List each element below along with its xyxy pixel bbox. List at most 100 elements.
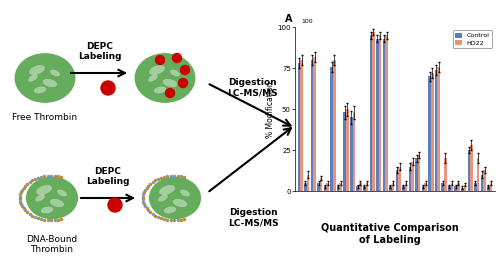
Bar — [298, 63, 300, 191]
Ellipse shape — [28, 75, 38, 81]
Ellipse shape — [148, 176, 202, 219]
Bar — [418, 155, 420, 191]
Bar — [431, 73, 434, 191]
Bar — [300, 60, 303, 191]
Text: Free Thrombin: Free Thrombin — [12, 113, 78, 122]
Circle shape — [178, 79, 188, 88]
Bar — [435, 70, 438, 191]
Bar — [468, 150, 470, 191]
Ellipse shape — [180, 190, 190, 196]
Bar — [490, 183, 492, 191]
Bar — [450, 183, 453, 191]
Bar — [376, 39, 378, 191]
Bar — [402, 186, 405, 191]
Bar — [444, 158, 446, 191]
Bar — [389, 186, 392, 191]
Bar — [442, 183, 444, 191]
Bar — [412, 162, 414, 191]
Legend: Control, HD22: Control, HD22 — [453, 30, 492, 48]
Text: DEPC
Labeling: DEPC Labeling — [78, 41, 122, 61]
Ellipse shape — [50, 199, 64, 207]
Bar — [382, 39, 385, 191]
Ellipse shape — [134, 53, 196, 103]
Ellipse shape — [164, 207, 176, 213]
Text: DNA-Bound
Thrombin: DNA-Bound Thrombin — [26, 235, 78, 254]
Text: DEPC
Labeling: DEPC Labeling — [86, 167, 130, 186]
Bar — [346, 109, 348, 191]
Ellipse shape — [154, 87, 166, 93]
Bar — [422, 186, 424, 191]
Bar — [416, 158, 418, 191]
Bar — [359, 183, 362, 191]
Ellipse shape — [36, 195, 44, 201]
Bar — [326, 183, 329, 191]
Bar — [474, 183, 476, 191]
Bar — [333, 60, 336, 191]
Ellipse shape — [36, 185, 52, 195]
Circle shape — [156, 55, 164, 64]
Bar — [487, 186, 490, 191]
Bar — [352, 112, 355, 191]
Bar — [408, 167, 412, 191]
Bar — [356, 186, 359, 191]
Bar — [340, 183, 342, 191]
Circle shape — [180, 66, 190, 75]
Text: Quantitative Comparison
of Labeling: Quantitative Comparison of Labeling — [321, 223, 459, 245]
Bar — [461, 188, 464, 191]
Bar — [392, 183, 394, 191]
Bar — [428, 76, 431, 191]
Bar — [457, 183, 460, 191]
Bar — [372, 32, 374, 191]
Text: A: A — [285, 14, 292, 24]
Ellipse shape — [43, 79, 57, 87]
Bar — [464, 185, 466, 191]
Bar — [337, 186, 340, 191]
Bar — [370, 35, 372, 191]
Ellipse shape — [148, 75, 158, 81]
Ellipse shape — [150, 65, 164, 75]
Bar — [424, 183, 427, 191]
Bar — [405, 183, 407, 191]
Bar — [396, 170, 398, 191]
Ellipse shape — [41, 207, 53, 213]
Bar — [480, 175, 483, 191]
Ellipse shape — [50, 70, 59, 76]
Bar — [310, 60, 314, 191]
Bar — [320, 178, 322, 191]
Bar — [304, 183, 307, 191]
Ellipse shape — [30, 65, 44, 75]
Text: 100: 100 — [301, 19, 312, 24]
Ellipse shape — [34, 87, 46, 93]
Bar — [350, 117, 352, 191]
Ellipse shape — [58, 190, 66, 196]
Ellipse shape — [173, 199, 187, 207]
Circle shape — [166, 88, 174, 97]
Bar — [385, 35, 388, 191]
Ellipse shape — [14, 53, 76, 103]
Bar — [398, 167, 401, 191]
Y-axis label: % Modification: % Modification — [266, 81, 274, 138]
Bar — [317, 183, 320, 191]
Bar — [344, 112, 346, 191]
Bar — [324, 186, 326, 191]
Circle shape — [172, 54, 182, 63]
Ellipse shape — [26, 176, 78, 219]
Bar — [438, 67, 440, 191]
Circle shape — [108, 198, 122, 212]
Text: Digestion
LC-MS/MS: Digestion LC-MS/MS — [228, 208, 278, 227]
Ellipse shape — [163, 79, 177, 87]
Bar — [307, 175, 310, 191]
Bar — [366, 183, 368, 191]
Ellipse shape — [160, 185, 174, 195]
Ellipse shape — [158, 195, 168, 201]
Bar — [470, 145, 473, 191]
Bar — [448, 186, 450, 191]
Bar — [330, 67, 333, 191]
Bar — [454, 186, 457, 191]
Text: Digestion
LC-MS/MS: Digestion LC-MS/MS — [226, 78, 278, 97]
Bar — [483, 170, 486, 191]
Ellipse shape — [170, 70, 179, 76]
Bar — [363, 186, 366, 191]
Circle shape — [101, 81, 115, 95]
Bar — [476, 158, 480, 191]
